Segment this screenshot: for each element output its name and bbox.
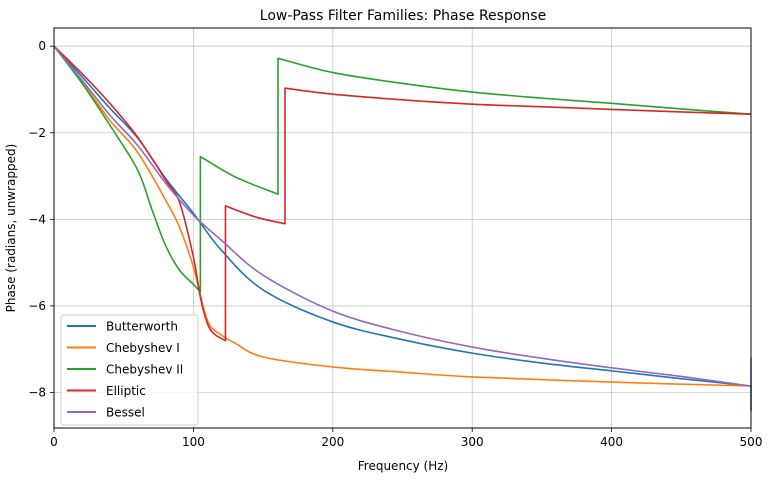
x-axis-ticks: 0 100 200 300 400 500 [50,428,762,449]
x-tick-label: 400 [600,435,623,449]
legend-label: Chebyshev I [106,341,180,355]
legend-label: Bessel [106,406,145,420]
legend-label: Butterworth [106,320,178,334]
legend-box [60,314,199,426]
y-tick-label: −4 [28,212,46,226]
plot-frame [53,27,752,429]
x-tick-label: 200 [321,435,344,449]
legend-entry: Chebyshev II [67,363,183,377]
series-line-chebyshev-i [54,45,752,387]
y-axis-ticks: 0 −2 −4 −6 −8 [28,39,54,400]
legend-entry: Bessel [67,406,145,420]
y-tick-label: −8 [28,386,46,400]
series-line-butterworth [54,45,752,412]
series-lines [54,45,752,412]
legend-label: Chebyshev II [106,363,183,377]
x-tick-label: 300 [461,435,484,449]
series-line-elliptic [54,45,752,342]
x-tick-label: 500 [740,435,763,449]
x-axis-label: Frequency (Hz) [358,459,449,473]
legend-entry: Butterworth [67,320,178,334]
legend: Butterworth Chebyshev I Chebyshev II Ellipt… [60,314,199,426]
series-line-bessel [54,45,752,388]
y-tick-label: 0 [38,39,46,53]
legend-entry: Elliptic [67,384,146,398]
legend-label: Elliptic [106,384,146,398]
series-line-chebyshev-ii [54,45,752,293]
y-tick-label: −6 [28,299,46,313]
chart-title: Low-Pass Filter Families: Phase Response [260,8,546,24]
legend-entry: Chebyshev I [67,341,180,355]
x-tick-label: 100 [182,435,205,449]
y-axis-label: Phase (radians, unwrapped) [4,144,18,313]
y-tick-label: −2 [28,126,46,140]
x-tick-label: 0 [50,435,58,449]
